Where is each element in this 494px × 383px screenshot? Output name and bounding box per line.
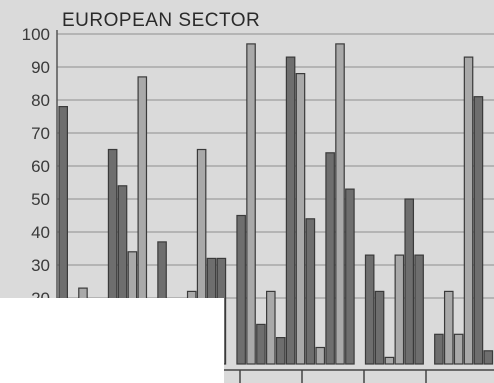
y-tick-label-90: 90 (31, 58, 50, 77)
bar-30 (345, 188, 355, 365)
y-axis-ticks: 2030405060708090100 (22, 25, 50, 308)
bar-33 (374, 290, 385, 365)
bar-26 (305, 218, 316, 365)
bar-36 (404, 198, 415, 365)
bar-22 (266, 290, 276, 365)
bar-29 (335, 43, 345, 365)
bar-39 (434, 333, 444, 365)
bar-37 (414, 254, 424, 365)
bar-44 (483, 350, 494, 365)
y-tick-label-50: 50 (31, 190, 50, 209)
y-tick-label-40: 40 (31, 223, 50, 242)
y-tick-label-30: 30 (31, 256, 50, 275)
bar-40 (443, 290, 454, 365)
bar-23 (275, 337, 286, 365)
bar-20 (246, 43, 256, 365)
bar-27 (315, 346, 326, 365)
bar-41 (453, 333, 464, 365)
bar-25 (295, 72, 306, 365)
y-tick-label-60: 60 (31, 157, 50, 176)
y-tick-label-100: 100 (22, 25, 50, 44)
bar-35 (394, 254, 405, 365)
bar-19 (236, 214, 246, 365)
bar-21 (256, 323, 266, 365)
bar-32 (364, 254, 375, 365)
bar-24 (285, 56, 296, 365)
bar-34 (384, 356, 395, 365)
y-tick-label-70: 70 (31, 124, 50, 143)
white-occluding-panel (0, 298, 224, 383)
chart-title: EUROPEAN SECTOR (62, 10, 260, 31)
bar-43 (473, 96, 484, 365)
bar-28 (325, 152, 335, 365)
bar-42 (463, 56, 474, 365)
y-tick-label-80: 80 (31, 91, 50, 110)
